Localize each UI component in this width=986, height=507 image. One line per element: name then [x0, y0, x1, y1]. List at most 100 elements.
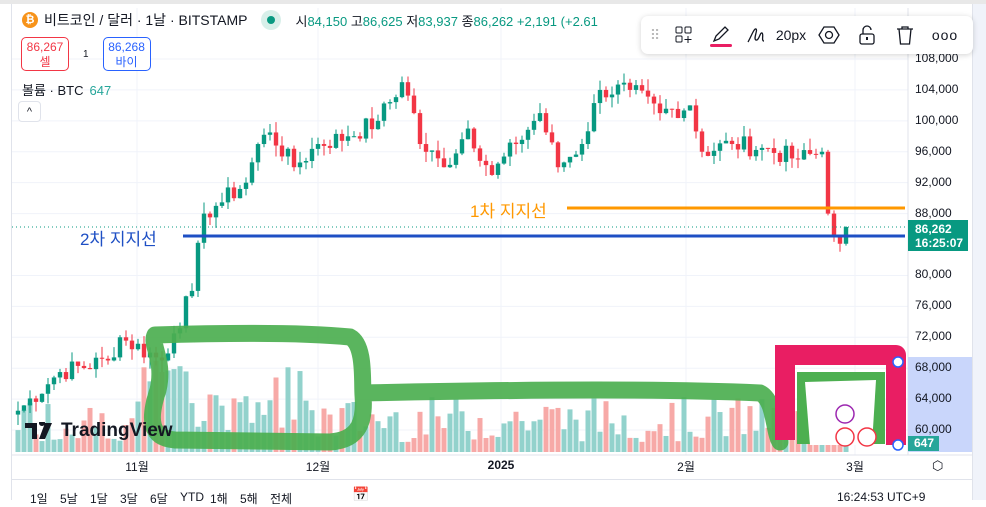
tradingview-logo[interactable]: TradingView — [25, 420, 173, 442]
collapse-legend-button[interactable]: ^ — [18, 101, 41, 122]
volume-bar — [507, 421, 513, 452]
volume-bar — [93, 426, 99, 452]
candle — [45, 384, 51, 394]
volume-bar — [477, 418, 483, 452]
volume-bar — [399, 441, 405, 452]
time-axis-label: 3월 — [846, 460, 864, 474]
candle — [585, 131, 591, 145]
candle — [501, 156, 507, 164]
candle — [285, 148, 291, 157]
candle — [447, 164, 453, 168]
candle — [735, 144, 741, 150]
candle — [603, 89, 609, 98]
volume-bar — [423, 434, 429, 452]
time-axis-label: 12월 — [305, 460, 331, 474]
range-button[interactable]: 1달 — [90, 492, 108, 506]
candle — [69, 361, 75, 380]
range-button[interactable]: 전체 — [270, 492, 293, 506]
volume-bar — [135, 401, 141, 452]
settings-hexagon-icon[interactable] — [809, 16, 849, 54]
candle — [435, 150, 441, 159]
price-axis-label: 72,000 — [915, 329, 952, 344]
symbol-title[interactable]: 비트코인 / 달러 · 1날 · BITSTAMP — [44, 12, 248, 28]
candle — [615, 84, 621, 95]
range-button[interactable]: 6달 — [150, 492, 168, 506]
volume-bar — [63, 428, 69, 452]
volume-bar — [219, 405, 225, 452]
us-flag-event-icon — [857, 427, 877, 447]
candle — [459, 139, 465, 154]
volume-bar — [567, 409, 573, 452]
volume-bar — [237, 402, 243, 452]
candle — [741, 136, 747, 150]
volume-bar — [285, 367, 291, 452]
bottom-toolbar: 1일 5날 1달 3달 6달 YTD 1해 5해 전체 📅 16:24:53 UTC+9 — [12, 479, 972, 506]
candle — [387, 102, 393, 104]
price-axis-label: 64,000 — [915, 391, 952, 406]
drag-handle-icon[interactable]: ⠿ — [649, 26, 661, 43]
price-axis-label: 88,000 — [915, 205, 952, 220]
unlock-icon[interactable] — [849, 16, 885, 54]
volume-bar — [585, 410, 591, 452]
volume-legend: 볼륨 · BTC 647 — [22, 83, 112, 98]
range-button[interactable]: 1일 — [30, 492, 48, 506]
candle — [453, 153, 459, 165]
candle — [33, 398, 39, 402]
last-volume-label: 647 — [908, 436, 939, 451]
candle — [789, 145, 795, 159]
range-button[interactable]: 3달 — [120, 492, 138, 506]
range-button[interactable]: YTD — [180, 490, 204, 504]
stroke-width-button[interactable]: 20px — [743, 16, 809, 54]
candle — [219, 202, 225, 206]
volume-bar — [267, 400, 273, 452]
volume-bar — [489, 435, 495, 452]
candle — [699, 131, 705, 152]
candle — [423, 144, 429, 152]
candle — [279, 145, 285, 157]
volume-bar — [321, 408, 327, 452]
volume-bar — [573, 419, 579, 452]
range-button[interactable]: 5날 — [60, 492, 78, 506]
clock[interactable]: 16:24:53 UTC+9 — [837, 490, 926, 504]
candle — [111, 357, 117, 361]
volume-bar — [87, 407, 93, 452]
candle — [255, 144, 261, 163]
candle — [579, 144, 585, 155]
volume-bar — [753, 430, 759, 452]
range-button[interactable]: 1해 — [210, 492, 228, 506]
candle — [747, 136, 753, 157]
volume-bar — [675, 441, 681, 452]
axis-settings-icon[interactable]: ⬡ — [932, 458, 944, 473]
candle — [381, 103, 387, 121]
candle — [543, 113, 549, 133]
volume-bar — [231, 398, 237, 452]
candle — [369, 118, 375, 130]
add-template-icon[interactable] — [669, 16, 699, 54]
volume-bar — [435, 416, 441, 452]
ohlc-values: 시84,150 고86,625 저83,937 종86,262 +2,191 (… — [295, 13, 598, 29]
green-brush-drawing — [143, 324, 789, 451]
range-button[interactable]: 5해 — [240, 492, 258, 506]
right-panel-edge[interactable] — [972, 4, 986, 500]
trash-icon[interactable] — [885, 16, 925, 54]
volume-bar — [483, 437, 489, 452]
volume-bar — [69, 434, 75, 452]
volume-bar — [327, 414, 333, 452]
sell-button[interactable]: 86,267 셀 — [21, 37, 69, 71]
volume-bar — [495, 436, 501, 452]
volume-bar — [417, 411, 423, 452]
volume-bar — [579, 441, 585, 452]
volume-bar — [39, 441, 45, 452]
volume-bar — [105, 438, 111, 452]
candle — [225, 187, 231, 203]
more-icon[interactable]: ooo — [931, 27, 959, 43]
calendar-icon[interactable]: 📅 — [352, 486, 370, 502]
candle — [537, 113, 543, 121]
buy-button[interactable]: 86,268 바이 — [102, 37, 151, 71]
candle — [549, 132, 555, 143]
candle — [621, 82, 627, 85]
volume-bar — [639, 441, 645, 452]
volume-bar — [303, 400, 309, 452]
pencil-color-button[interactable] — [699, 16, 743, 54]
